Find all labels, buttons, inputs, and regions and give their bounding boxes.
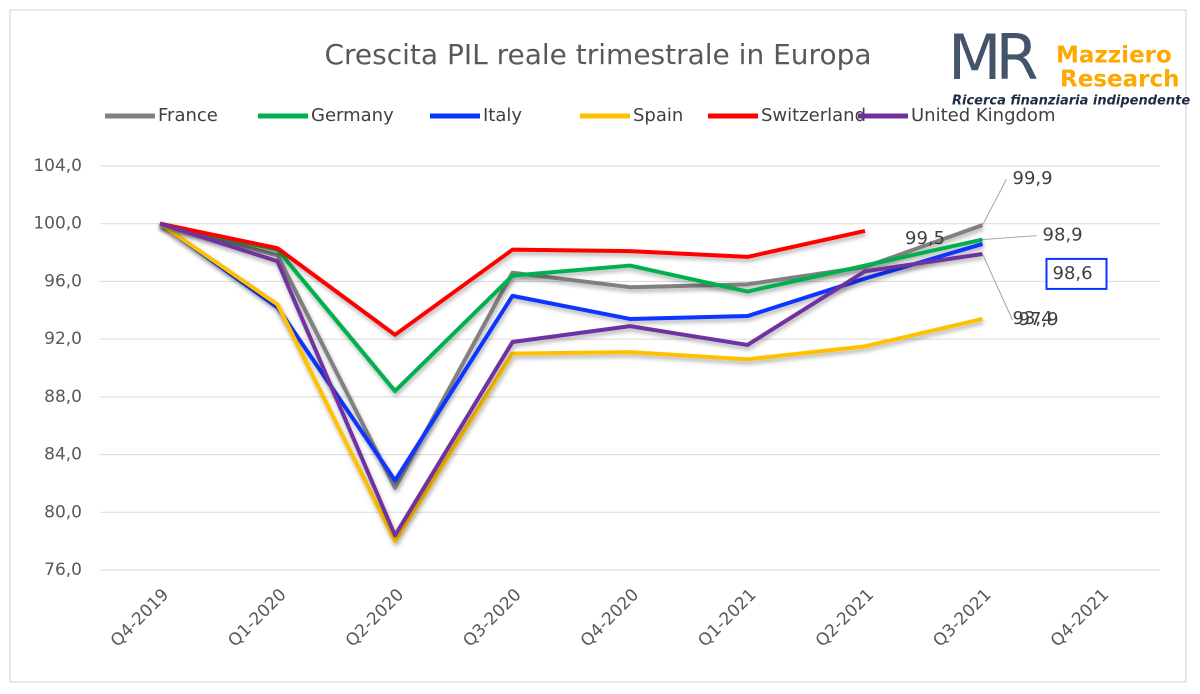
- logo-mark: MR: [948, 21, 1037, 94]
- value-label: 99,9: [1013, 168, 1053, 189]
- series-line: [159, 221, 983, 538]
- legend-label: France: [158, 105, 218, 126]
- value-label: 97,9: [1019, 309, 1059, 330]
- y-tick-label: 100,0: [33, 214, 82, 234]
- y-tick-label: 92,0: [44, 329, 82, 349]
- y-tick-label: 88,0: [44, 387, 82, 407]
- legend-label: Switzerland: [761, 105, 866, 126]
- y-tick-label: 84,0: [44, 445, 82, 465]
- legend-label: Italy: [483, 105, 522, 126]
- series-line: [159, 221, 866, 337]
- logo-name: Research: [1060, 67, 1179, 93]
- leader-line: [982, 178, 1007, 226]
- value-label: 98,9: [1043, 225, 1083, 246]
- series-line: [159, 221, 983, 394]
- legend-label: Germany: [311, 105, 394, 126]
- logo: MR Mazziero Research Ricerca finanziaria…: [948, 21, 1190, 108]
- series-line: [158, 222, 983, 544]
- value-label: 98,6: [1053, 263, 1093, 284]
- y-tick-label: 96,0: [44, 271, 82, 291]
- y-tick-label: 104,0: [33, 156, 82, 176]
- leader-line: [982, 235, 1037, 241]
- label-box: [1045, 257, 1108, 290]
- chart-title: Crescita PIL reale trimestrale in Europa: [324, 38, 871, 71]
- y-tick-label: 76,0: [44, 560, 82, 580]
- leader-line: [982, 253, 1013, 321]
- value-label: 99,5: [905, 228, 945, 249]
- legend-label: Spain: [633, 105, 683, 126]
- legend-label: United Kingdom: [911, 105, 1055, 126]
- logo-name: Mazziero: [1056, 43, 1172, 69]
- value-label: 93,4: [1013, 308, 1053, 329]
- logo-tagline: Ricerca finanziaria indipendente: [952, 94, 1190, 109]
- y-tick-label: 80,0: [44, 502, 82, 522]
